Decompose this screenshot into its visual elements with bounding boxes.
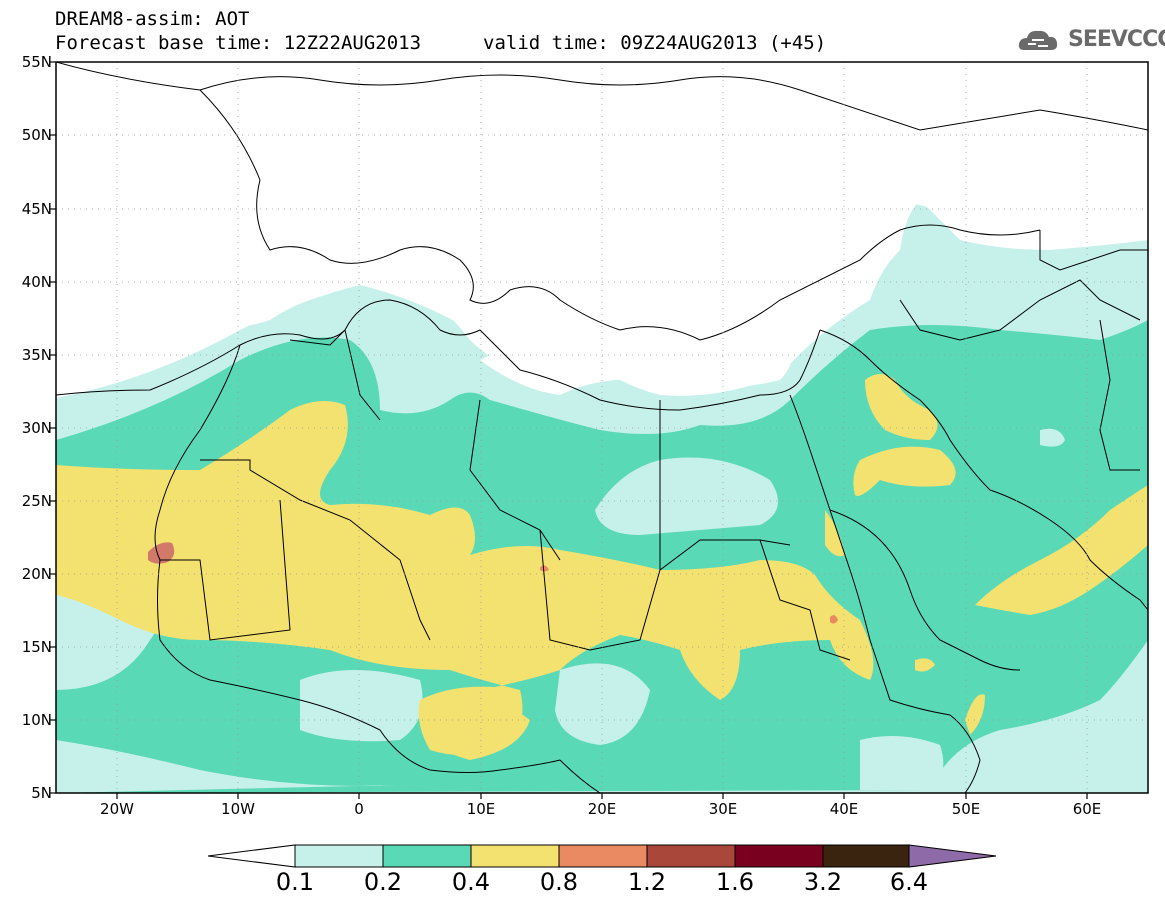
lat-label: 55N (21, 53, 52, 71)
cloud-logo-icon (1018, 30, 1058, 50)
logo-text: SEEVCCC (1068, 27, 1165, 52)
lat-label: 30N (21, 419, 52, 437)
colorbar-label: 0.4 (451, 868, 491, 896)
valid-time: valid time: 09Z24AUG2013 (+45) (483, 32, 827, 54)
map-title: DREAM8-assim: AOT (55, 8, 250, 30)
colorbar-label: 6.4 (889, 868, 929, 896)
aot-field (56, 62, 1148, 793)
lat-label: 50N (21, 126, 52, 144)
lon-label: 40E (829, 800, 859, 818)
lat-label: 10N (21, 711, 52, 729)
colorbar-label: 0.8 (539, 868, 579, 896)
lon-label: 20E (587, 800, 617, 818)
lon-label: 30E (708, 800, 738, 818)
lat-label: 40N (21, 273, 52, 291)
lat-label: 15N (21, 638, 52, 656)
colorbar-label: 0.2 (363, 868, 403, 896)
colorbar-label: 0.1 (275, 868, 315, 896)
lat-label: 45N (21, 200, 52, 218)
lon-label: 20W (100, 800, 134, 818)
lon-label: 60E (1072, 800, 1102, 818)
aot-contour-0.4 (56, 401, 874, 760)
coastlines (56, 62, 1148, 793)
colorbar-label: 3.2 (803, 868, 843, 896)
lon-label: 10E (466, 800, 496, 818)
colorbar-label: 1.6 (715, 868, 755, 896)
forecast-base-time: Forecast base time: 12Z22AUG2013 (55, 32, 422, 54)
lat-label: 25N (21, 492, 52, 510)
colorbar-label: 1.2 (627, 868, 667, 896)
lon-label: 0 (354, 800, 364, 818)
lon-label: 50E (951, 800, 981, 818)
lat-label: 20N (21, 565, 52, 583)
lat-label: 35N (21, 346, 52, 364)
grid-lines (56, 62, 1148, 793)
lon-label: 10W (221, 800, 255, 818)
aot-contour-1.2 (148, 542, 175, 564)
lat-label: 5N (31, 784, 52, 802)
